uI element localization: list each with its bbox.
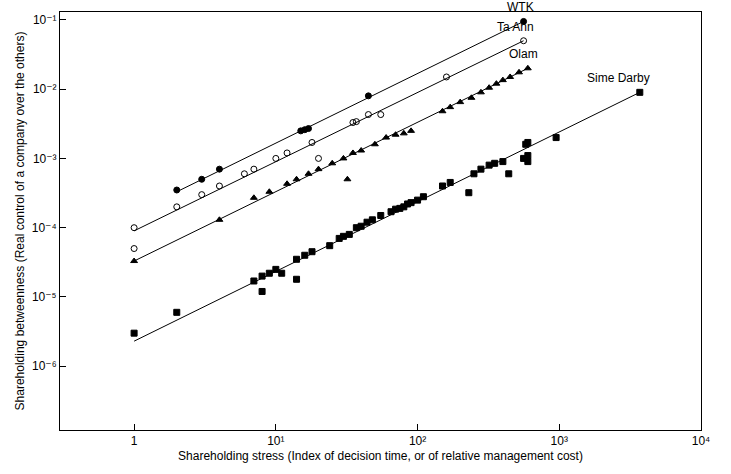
svg-text:10⁻¹: 10⁻¹ bbox=[33, 13, 57, 27]
svg-text:Ta Ann: Ta Ann bbox=[497, 20, 534, 34]
svg-text:Shareholding betweenness (Real: Shareholding betweenness (Real control o… bbox=[13, 32, 27, 411]
svg-text:10⁻⁶: 10⁻⁶ bbox=[32, 359, 57, 373]
svg-text:10⁻⁴: 10⁻⁴ bbox=[32, 221, 57, 235]
svg-text:Shareholding stress (Index of: Shareholding stress (Index of decision t… bbox=[178, 449, 583, 463]
svg-text:10⁻³: 10⁻³ bbox=[33, 152, 57, 166]
svg-text:Olam: Olam bbox=[509, 47, 538, 61]
svg-text:10²: 10² bbox=[409, 434, 426, 448]
svg-text:WTK: WTK bbox=[507, 0, 534, 14]
svg-text:10³: 10³ bbox=[551, 434, 568, 448]
svg-text:10⁻²: 10⁻² bbox=[33, 82, 57, 96]
svg-text:10¹: 10¹ bbox=[267, 434, 284, 448]
svg-text:10⁴: 10⁴ bbox=[692, 434, 711, 448]
svg-text:1: 1 bbox=[131, 434, 138, 448]
svg-text:10⁻⁵: 10⁻⁵ bbox=[32, 290, 57, 304]
svg-text:Sime Darby: Sime Darby bbox=[587, 71, 650, 85]
